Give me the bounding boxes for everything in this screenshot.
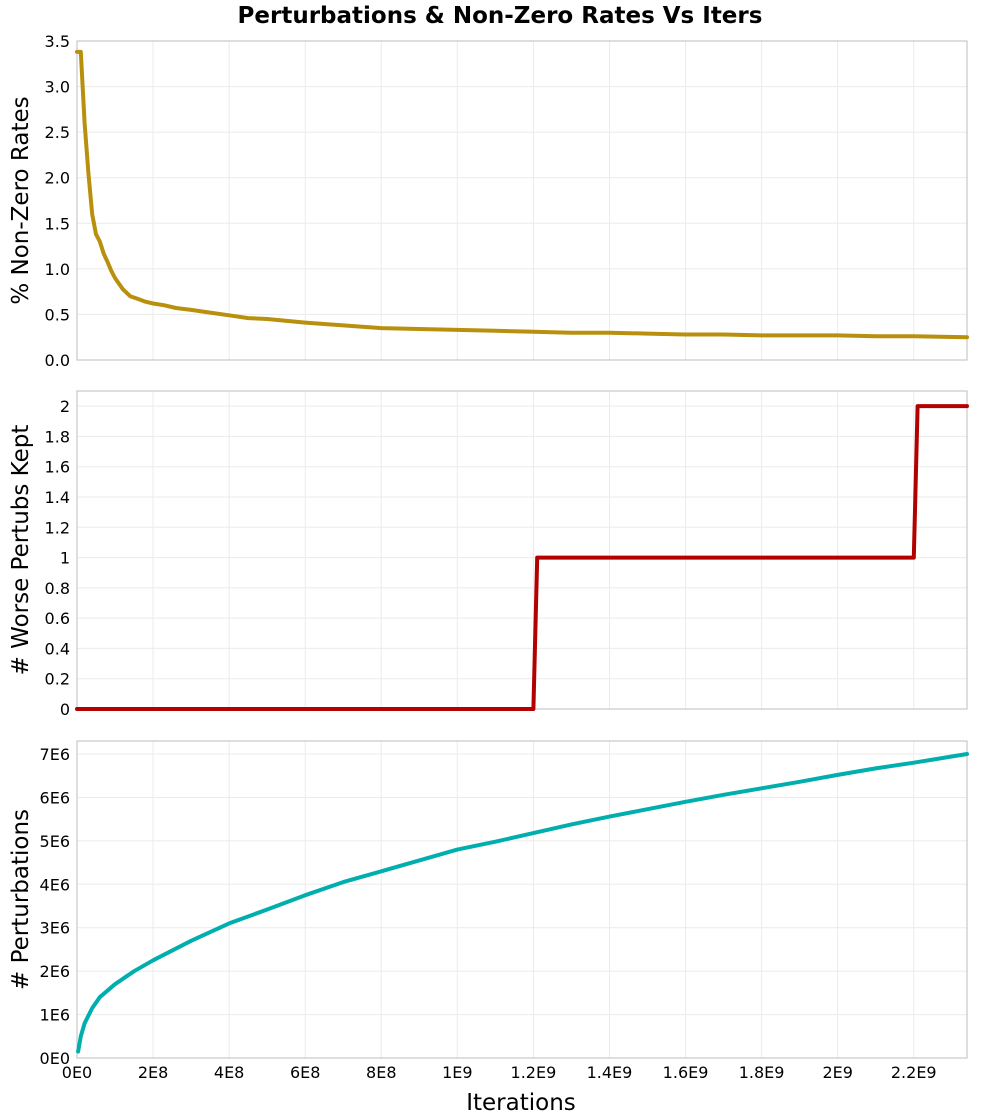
y-tick-label: 6E6 bbox=[40, 788, 70, 807]
y-tick-label: 1.0 bbox=[45, 260, 70, 279]
y-tick-label: 0.4 bbox=[45, 639, 70, 658]
y-tick-label: 0.5 bbox=[45, 305, 70, 324]
x-tick-label: 6E8 bbox=[290, 1063, 320, 1082]
y-tick-label: 0E0 bbox=[40, 1049, 70, 1068]
y-tick-label: 1.4 bbox=[45, 488, 70, 507]
x-tick-label: 1E9 bbox=[442, 1063, 472, 1082]
x-axis-label: Iterations bbox=[466, 1090, 576, 1116]
y-tick-label: 0.6 bbox=[45, 609, 70, 628]
x-tick-label: 2E9 bbox=[822, 1063, 852, 1082]
y-tick-label: 1E6 bbox=[40, 1006, 70, 1025]
x-tick-label: 2.2E9 bbox=[891, 1063, 937, 1082]
y-tick-label: 0.2 bbox=[45, 670, 70, 689]
series-line-perturbations bbox=[76, 752, 969, 1054]
x-tick-label: 4E8 bbox=[214, 1063, 244, 1082]
panel-nonzero-rates: 0.0 0.5 1.0 1.5 2.0 2.5 3.0 3.5 % Non-Zero Rates bbox=[8, 32, 969, 370]
y-tick-label: 0.8 bbox=[45, 579, 70, 598]
y-tick-label: 7E6 bbox=[40, 745, 70, 764]
y-axis-label: # Perturbations bbox=[8, 809, 34, 990]
plot-area-frame bbox=[76, 740, 968, 1059]
y-tick-label: 1.5 bbox=[45, 214, 70, 233]
y-tick-label: 3.0 bbox=[45, 78, 70, 97]
y-tick-label: 0 bbox=[60, 700, 70, 719]
y-tick-label: 4E6 bbox=[40, 875, 70, 894]
y-tick-label: 2 bbox=[60, 397, 70, 416]
panel-perturbations: 0E0 1E6 2E6 3E6 4E6 5E6 6E6 7E6 # Perturbations 0… bbox=[8, 740, 969, 1082]
plot-area-frame bbox=[76, 40, 968, 361]
x-tick-label: 1.6E9 bbox=[663, 1063, 709, 1082]
y-tick-label: 3.5 bbox=[45, 32, 70, 51]
y-tick-label: 2.0 bbox=[45, 169, 70, 188]
chart-title: Perturbations & Non-Zero Rates Vs Iters bbox=[238, 3, 763, 29]
y-tick-label: 2.5 bbox=[45, 123, 70, 142]
y-tick-label: 2E6 bbox=[40, 962, 70, 981]
series-line-nonzero-rates bbox=[75, 49, 969, 340]
y-axis-label: % Non-Zero Rates bbox=[8, 96, 34, 304]
series-line-worse-perturbs-kept bbox=[75, 404, 969, 711]
y-tick-label: 1.8 bbox=[45, 427, 70, 446]
x-tick-label: 8E8 bbox=[366, 1063, 396, 1082]
x-tick-label: 1.2E9 bbox=[511, 1063, 557, 1082]
plot-area-frame bbox=[76, 390, 968, 710]
x-tick-label: 1.8E9 bbox=[739, 1063, 785, 1082]
y-tick-label: 0.0 bbox=[45, 351, 70, 370]
y-tick-label: 1.6 bbox=[45, 458, 70, 477]
x-tick-label: 1.4E9 bbox=[587, 1063, 633, 1082]
y-tick-label: 1.2 bbox=[45, 518, 70, 537]
y-tick-label: 5E6 bbox=[40, 832, 70, 851]
y-axis-label: # Worse Pertubs Kept bbox=[8, 425, 34, 676]
y-tick-label: 1 bbox=[60, 549, 70, 568]
panel-worse-perturbs-kept: 0 0.2 0.4 0.6 0.8 1 1.2 1.4 1.6 1.8 2 # Worse Pertu… bbox=[8, 390, 969, 719]
x-tick-label: 2E8 bbox=[138, 1063, 168, 1082]
y-tick-label: 3E6 bbox=[40, 919, 70, 938]
x-tick-label: 0E0 bbox=[62, 1063, 92, 1082]
chart-panels: 0.0 0.5 1.0 1.5 2.0 2.5 3.0 3.5 % Non-Zero Rates… bbox=[8, 32, 969, 1082]
